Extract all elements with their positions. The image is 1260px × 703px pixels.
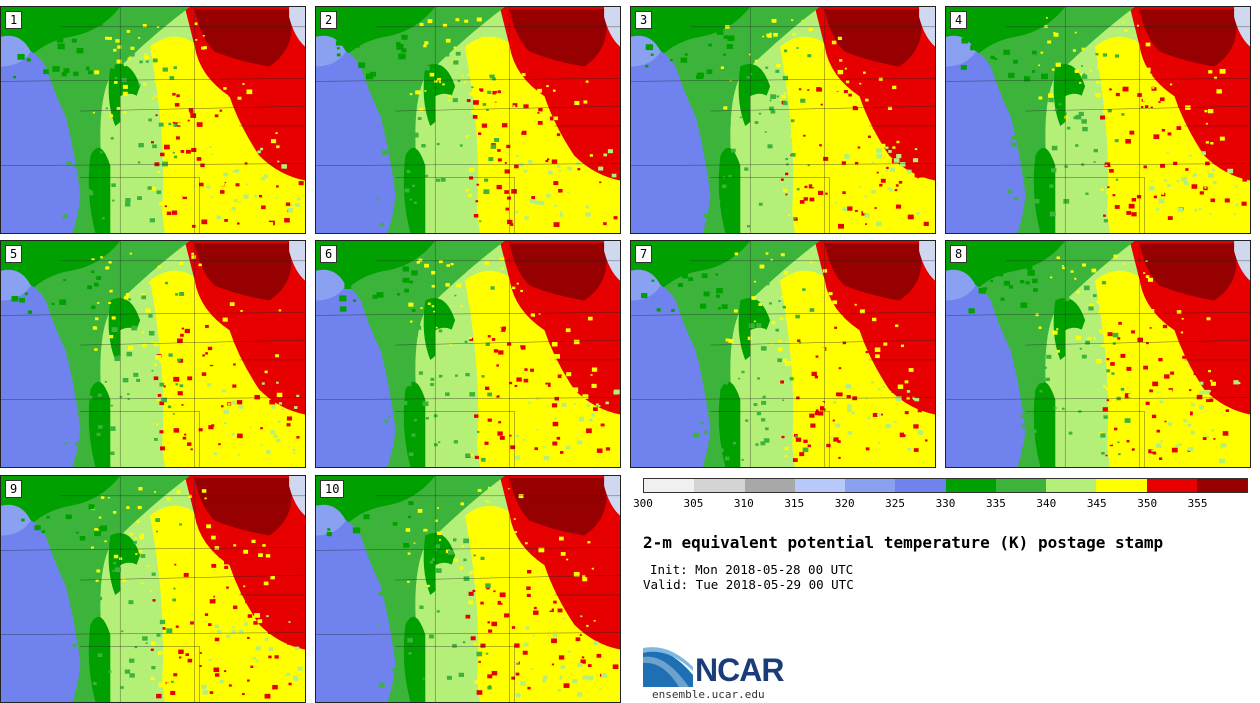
colorbar-labels: 300 305 310 315 320 325 330 335 340 345 350 355: [633, 497, 1248, 513]
colorbar-tick-label: 310: [733, 497, 754, 510]
colorbar-segment: [1196, 479, 1247, 492]
colorbar-tick-label: 340: [1036, 497, 1057, 510]
colorbar-segment: [744, 479, 795, 492]
ensemble-member-map: 9: [0, 475, 306, 703]
member-number-label: 4: [950, 11, 968, 29]
ensemble-member-map: 5: [0, 240, 306, 468]
colorbar-segment: [1146, 479, 1197, 492]
member-number-label: 9: [5, 480, 23, 498]
ensemble-member-map: 2: [315, 6, 621, 234]
logo-url: ensemble.ucar.edu: [652, 688, 765, 701]
member-number-label: 6: [320, 245, 338, 263]
ensemble-member-map: 10: [315, 475, 621, 703]
colorbar-tick-label: 350: [1137, 497, 1158, 510]
colorbar-segment: [694, 479, 745, 492]
colorbar: [643, 478, 1248, 493]
ensemble-member-map: 3: [630, 6, 936, 234]
member-number-label: 7: [635, 245, 653, 263]
member-number-label: 8: [950, 245, 968, 263]
colorbar-segment: [895, 479, 946, 492]
init-time: Init: Mon 2018-05-28 00 UTC: [650, 562, 854, 577]
colorbar-segment: [644, 479, 695, 492]
colorbar-tick-label: 315: [784, 497, 805, 510]
ensemble-member-map: 4: [945, 6, 1251, 234]
colorbar-segment: [1046, 479, 1097, 492]
ncar-logo-text: NCAR: [695, 652, 784, 688]
ensemble-member-map: 1: [0, 6, 306, 234]
colorbar-tick-label: 335: [985, 497, 1006, 510]
member-number-label: 2: [320, 11, 338, 29]
ensemble-member-map: 6: [315, 240, 621, 468]
ensemble-member-map: 8: [945, 240, 1251, 468]
colorbar-segment: [1096, 479, 1147, 492]
colorbar-segment: [794, 479, 845, 492]
colorbar-tick-label: 300: [633, 497, 653, 510]
colorbar-tick-label: 330: [935, 497, 956, 510]
valid-time: Valid: Tue 2018-05-29 00 UTC: [643, 577, 854, 592]
colorbar-segment: [995, 479, 1046, 492]
colorbar-tick-label: 305: [683, 497, 704, 510]
member-number-label: 5: [5, 245, 23, 263]
member-number-label: 1: [5, 11, 23, 29]
colorbar-tick-label: 345: [1086, 497, 1107, 510]
member-number-label: 3: [635, 11, 653, 29]
ensemble-member-map: 7: [630, 240, 936, 468]
colorbar-tick-label: 320: [834, 497, 855, 510]
figure-title: 2-m equivalent potential temperature (K)…: [643, 533, 1164, 552]
ncar-logo-icon: [643, 647, 693, 687]
colorbar-segment: [945, 479, 996, 492]
colorbar-tick-label: 355: [1187, 497, 1208, 510]
colorbar-segment: [845, 479, 896, 492]
colorbar-tick-label: 325: [885, 497, 906, 510]
member-number-label: 10: [320, 480, 345, 498]
